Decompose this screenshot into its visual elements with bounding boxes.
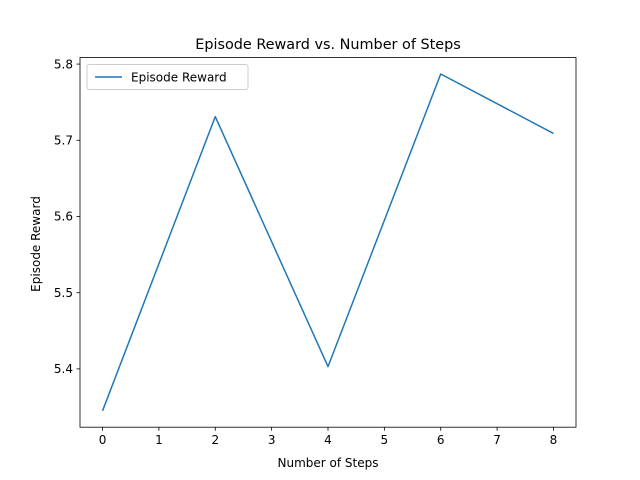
y-tick-label: 5.8	[54, 57, 73, 71]
x-tick-label: 2	[211, 433, 219, 447]
x-tick-label: 7	[493, 433, 501, 447]
legend: Episode Reward	[86, 64, 249, 90]
chart-title: Episode Reward vs. Number of Steps	[195, 37, 461, 53]
x-tick-label: 8	[550, 433, 558, 447]
y-tick-label: 5.5	[54, 286, 73, 300]
x-tick-label: 3	[268, 433, 276, 447]
x-axis-label: Number of Steps	[278, 456, 379, 470]
series-line-0	[101, 73, 554, 412]
y-axis-label: Episode Reward	[29, 196, 43, 292]
plot-area: 0 1 2 3 4 5 6 7 8 5.4 5.5 5.6 5.7 5.8	[54, 57, 577, 447]
x-tick-label: 1	[155, 433, 163, 447]
y-tick-label: 5.7	[54, 133, 73, 147]
x-tick-label: 0	[99, 433, 107, 447]
y-tick-label: 5.4	[54, 362, 73, 376]
x-tick-label: 5	[381, 433, 389, 447]
y-tick-label: 5.6	[54, 210, 73, 224]
legend-box	[86, 64, 249, 90]
legend-label: Episode Reward	[131, 70, 227, 84]
x-tick-label: 4	[324, 433, 332, 447]
x-tick-label: 6	[437, 433, 445, 447]
